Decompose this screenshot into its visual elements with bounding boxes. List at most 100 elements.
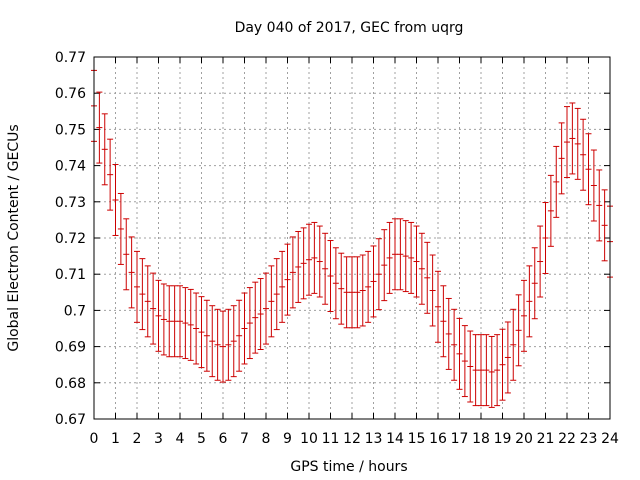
error-bar-point bbox=[531, 247, 538, 320]
error-bar-point bbox=[300, 227, 307, 300]
error-bar-point bbox=[445, 297, 452, 370]
x-tick-label: 10 bbox=[300, 431, 318, 447]
x-tick-label: 9 bbox=[283, 431, 292, 447]
x-tick-label: 5 bbox=[197, 431, 206, 447]
x-tick-labels: 0 1 2 3 4 5 6 7 8 9 10 11 12 13 14 15 16 17 18 19 20 21 22 23 24 bbox=[90, 431, 619, 447]
error-bar-point bbox=[128, 236, 135, 309]
x-tick-label: 17 bbox=[451, 431, 469, 447]
error-bar-point bbox=[101, 113, 108, 186]
error-bar-point bbox=[467, 330, 474, 403]
error-bar-point bbox=[585, 133, 592, 206]
error-bar-point bbox=[279, 250, 286, 323]
x-tick-label: 19 bbox=[494, 431, 512, 447]
y-tick-label: 0.68 bbox=[55, 376, 86, 392]
error-bar-point bbox=[236, 299, 243, 372]
error-bar-point bbox=[580, 118, 587, 191]
error-bar-point bbox=[220, 310, 226, 383]
error-bar-point bbox=[483, 334, 490, 407]
error-bar-point bbox=[590, 149, 597, 222]
error-bar-point bbox=[392, 218, 398, 291]
error-bar-point bbox=[177, 285, 183, 358]
y-tick-label: 0.74 bbox=[55, 159, 86, 175]
x-tick-label: 3 bbox=[154, 431, 163, 447]
error-bar-point bbox=[542, 202, 549, 274]
error-bar-point bbox=[537, 225, 544, 298]
y-axis-label: Global Electron Content / GECUs bbox=[6, 124, 22, 351]
error-bar-point bbox=[332, 247, 339, 320]
error-bar-point bbox=[440, 285, 447, 358]
y-tick-label: 0.77 bbox=[55, 50, 86, 66]
x-tick-label: 22 bbox=[558, 431, 576, 447]
error-bar-point bbox=[370, 245, 377, 318]
error-bar-point bbox=[166, 285, 173, 358]
error-bar-point bbox=[429, 254, 436, 327]
error-bar-point bbox=[203, 299, 210, 372]
error-bar-point bbox=[343, 256, 350, 329]
error-bar-point bbox=[424, 241, 431, 314]
error-bar-point bbox=[268, 265, 275, 338]
x-tick-label: 15 bbox=[408, 431, 426, 447]
error-bar-point bbox=[451, 308, 458, 381]
error-bar-point bbox=[225, 308, 232, 381]
error-bar-point bbox=[435, 270, 441, 343]
y-tick-label: 0.7 bbox=[64, 303, 86, 319]
error-bar-point bbox=[564, 106, 570, 179]
error-bar-point bbox=[252, 281, 259, 354]
y-tick-label: 0.69 bbox=[55, 340, 86, 356]
chart-title: Day 040 of 2017, GEC from uqrg bbox=[235, 20, 464, 36]
error-bar-point bbox=[150, 272, 157, 345]
error-bar-point bbox=[112, 164, 119, 236]
error-bar-point bbox=[354, 256, 361, 329]
error-bar-point bbox=[413, 225, 420, 298]
x-tick-label: 23 bbox=[580, 431, 598, 447]
error-bar-point bbox=[160, 283, 167, 356]
error-bar-point bbox=[386, 221, 393, 294]
error-bar-point bbox=[139, 258, 146, 331]
error-bar-point bbox=[193, 292, 200, 365]
y-tick-label: 0.76 bbox=[55, 86, 86, 102]
error-bar-point bbox=[359, 254, 366, 327]
error-bar-point bbox=[214, 308, 221, 381]
error-bar-point bbox=[306, 223, 312, 296]
error-bar-point bbox=[107, 138, 114, 211]
x-tick-label: 14 bbox=[386, 431, 404, 447]
error-bar-point bbox=[418, 232, 425, 305]
error-bar-point bbox=[381, 229, 388, 302]
y-tick-label: 0.71 bbox=[55, 267, 86, 283]
error-bar-point bbox=[117, 192, 124, 265]
error-bar-point bbox=[553, 145, 560, 218]
error-bar-point bbox=[289, 236, 296, 309]
error-bar-point bbox=[295, 230, 302, 303]
error-bar-point bbox=[408, 221, 415, 294]
error-bar-point bbox=[171, 285, 178, 358]
x-tick-label: 11 bbox=[322, 431, 340, 447]
error-bar-point bbox=[601, 189, 608, 262]
x-tick-label: 6 bbox=[219, 431, 228, 447]
error-bar-point bbox=[322, 232, 329, 305]
y-tick-label: 0.72 bbox=[55, 231, 86, 247]
error-bar-point bbox=[263, 272, 269, 345]
error-bar-point bbox=[327, 240, 334, 312]
plot-frame bbox=[93, 56, 611, 420]
error-bar-point bbox=[311, 221, 318, 294]
error-bar-point bbox=[521, 279, 527, 352]
error-bar-point bbox=[499, 328, 506, 401]
error-bar-point bbox=[273, 258, 280, 331]
error-bar-point bbox=[198, 296, 205, 369]
error-bar-point bbox=[241, 292, 248, 365]
x-tick-label: 1 bbox=[111, 431, 120, 447]
error-bar-point bbox=[230, 305, 237, 378]
error-bar-point bbox=[558, 122, 565, 195]
error-bar-point bbox=[526, 265, 533, 338]
y-tick-label: 0.67 bbox=[55, 412, 86, 428]
error-bar-point bbox=[187, 288, 194, 361]
error-bar-series bbox=[91, 69, 613, 408]
error-bar-point bbox=[596, 169, 603, 242]
error-bar-point bbox=[316, 225, 323, 298]
error-bar-point bbox=[246, 287, 253, 360]
error-bar-point bbox=[338, 252, 345, 325]
error-bar-point bbox=[209, 305, 216, 378]
x-tick-label: 21 bbox=[537, 431, 555, 447]
x-tick-label: 7 bbox=[240, 431, 249, 447]
error-bar-point bbox=[365, 250, 372, 323]
